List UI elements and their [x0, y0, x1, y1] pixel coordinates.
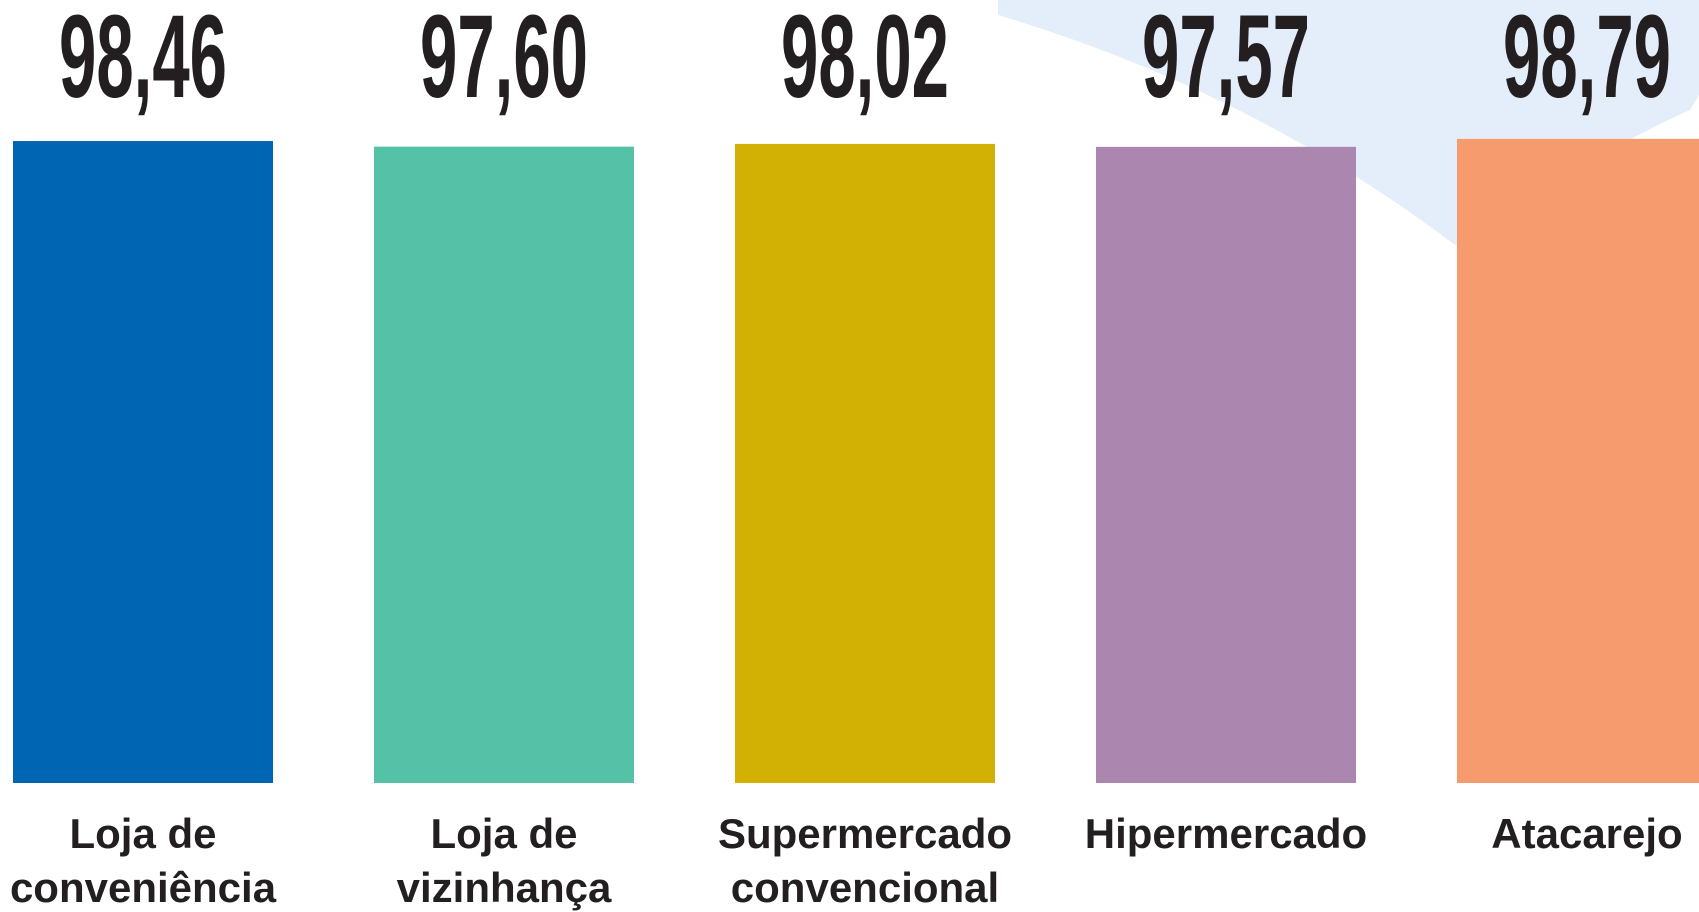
value-label: 98,46: [59, 0, 227, 123]
bar: [1096, 146, 1356, 783]
bar: [735, 143, 995, 783]
category-line: Loja de: [430, 810, 577, 857]
category-label: Hipermercado: [1085, 810, 1367, 857]
category-label: Atacarejo: [1491, 810, 1682, 857]
bar: [374, 146, 634, 783]
bar: [1457, 138, 1699, 783]
value-label: 97,60: [420, 0, 588, 123]
category-line: conveniência: [10, 864, 277, 911]
value-label: 97,57: [1142, 0, 1310, 123]
category-label: Loja de conveniência: [10, 810, 277, 911]
category-line: convencional: [731, 864, 999, 911]
category-line: Hipermercado: [1085, 810, 1367, 857]
category-line: Supermercado: [718, 810, 1012, 857]
category-label: Supermercado convencional: [718, 810, 1012, 911]
category-label: Loja de vizinhança: [397, 810, 612, 911]
value-label: 98,02: [781, 0, 949, 123]
bar: [13, 141, 273, 784]
value-label: 98,79: [1503, 0, 1671, 123]
category-line: vizinhança: [397, 864, 612, 911]
category-line: Atacarejo: [1491, 810, 1682, 857]
category-line: Loja de: [69, 810, 216, 857]
